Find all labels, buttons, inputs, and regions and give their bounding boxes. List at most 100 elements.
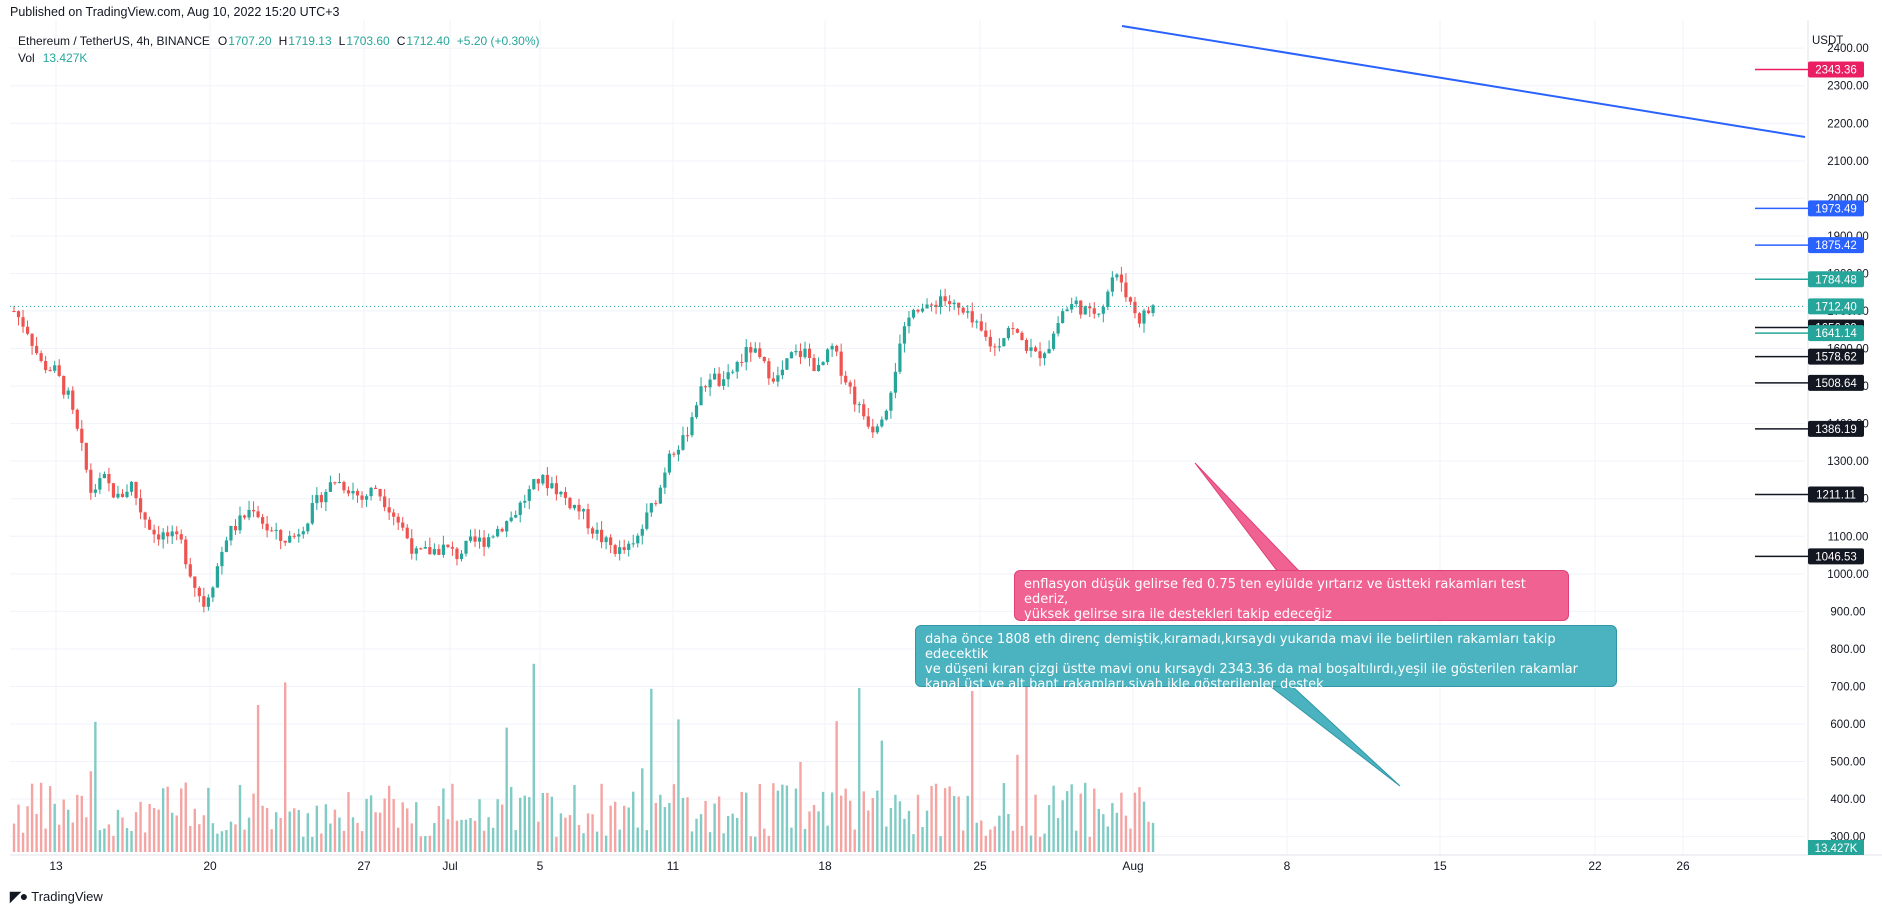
candle-body bbox=[392, 512, 396, 517]
volume-bar bbox=[966, 795, 969, 852]
candle-body bbox=[48, 370, 52, 372]
candle-body bbox=[1056, 323, 1060, 334]
candle-body bbox=[161, 532, 165, 540]
annotation-pink[interactable]: enflasyon düşük gelirse fed 0.75 ten eyl… bbox=[1014, 570, 1569, 622]
volume-bar bbox=[392, 799, 395, 852]
candle-body bbox=[550, 483, 554, 489]
candle-body bbox=[310, 503, 314, 524]
legend-volume-value: 13.427K bbox=[43, 51, 88, 65]
volume-bar bbox=[89, 771, 93, 852]
volume-bar bbox=[360, 831, 364, 852]
legend-ohlc-value: 1719.13 bbox=[288, 34, 332, 48]
volume-bar bbox=[690, 831, 694, 852]
volume-bar bbox=[532, 663, 535, 852]
x-tick-label: 26 bbox=[1676, 859, 1690, 873]
trend-line bbox=[1121, 25, 1806, 138]
volume-bar bbox=[952, 796, 956, 852]
candle-body bbox=[80, 428, 84, 443]
volume-bar bbox=[469, 818, 472, 852]
volume-bar bbox=[265, 807, 269, 852]
candle-body bbox=[559, 491, 563, 495]
volume-bar bbox=[433, 823, 436, 852]
legend-ohlc-label: L bbox=[339, 34, 346, 48]
candle-body bbox=[509, 517, 513, 522]
candle-body bbox=[496, 528, 500, 537]
candle-body bbox=[798, 350, 803, 358]
volume-bar bbox=[867, 810, 870, 852]
candle-body bbox=[1092, 308, 1096, 314]
volume-bar bbox=[1124, 815, 1128, 852]
annotation-teal[interactable]: daha önce 1808 eth direnç demiştik,kıram… bbox=[915, 625, 1617, 692]
price-tag-text: 1784.48 bbox=[1815, 274, 1857, 286]
candle-body bbox=[622, 547, 626, 550]
candle-body bbox=[952, 302, 956, 305]
volume-bar bbox=[677, 719, 680, 852]
volume-bar bbox=[686, 797, 689, 852]
candle-body bbox=[1074, 300, 1078, 305]
volume-bar bbox=[790, 827, 793, 852]
candle-body bbox=[355, 490, 360, 496]
candle-body bbox=[997, 346, 1001, 348]
volume-bar bbox=[306, 813, 309, 852]
volume-bar bbox=[998, 815, 1001, 852]
volume-bar bbox=[202, 815, 206, 852]
volume-bar bbox=[21, 832, 25, 852]
volume-bar bbox=[35, 813, 38, 852]
price-tag bbox=[1808, 237, 1864, 254]
volume-bar bbox=[595, 831, 599, 852]
volume-bar bbox=[781, 784, 784, 852]
volume-bar bbox=[103, 828, 106, 852]
candle-body bbox=[143, 512, 147, 520]
y-tick-label: 900.00 bbox=[1830, 606, 1865, 618]
candle-body bbox=[89, 469, 93, 493]
candle-body bbox=[324, 491, 328, 503]
published-info: Published on TradingView.com, Aug 10, 20… bbox=[10, 5, 340, 19]
legend-ohlc-value: 1703.60 bbox=[346, 34, 390, 48]
candle-body bbox=[694, 405, 699, 418]
volume-tag bbox=[1808, 840, 1864, 855]
candle-body bbox=[301, 531, 305, 535]
candle-body bbox=[771, 378, 775, 382]
x-tick-label: 20 bbox=[203, 859, 217, 873]
volume-bar bbox=[930, 786, 933, 852]
volume-bar bbox=[916, 794, 920, 852]
y-tick-label: 2300.00 bbox=[1827, 81, 1869, 93]
candle-body bbox=[16, 311, 21, 318]
volume-bars bbox=[12, 663, 1155, 852]
candle-body bbox=[929, 304, 934, 306]
price-tag bbox=[1808, 548, 1864, 565]
volume-bar bbox=[85, 817, 88, 852]
volume-bar bbox=[717, 796, 721, 852]
candle-body bbox=[600, 529, 604, 543]
footer: ◤● TradingView bbox=[10, 888, 103, 905]
candle-body bbox=[613, 545, 617, 554]
legend-ohlc-label: C bbox=[397, 34, 406, 48]
volume-bar bbox=[30, 783, 34, 852]
price-tag bbox=[1808, 420, 1864, 437]
volume-bar bbox=[672, 784, 676, 852]
volume-bar bbox=[821, 791, 825, 852]
candle-body bbox=[111, 483, 116, 498]
candle-body bbox=[1088, 306, 1092, 309]
candle-body bbox=[609, 537, 613, 546]
candle-body bbox=[1119, 274, 1123, 283]
volume-bar bbox=[193, 808, 196, 852]
x-tick-label: 25 bbox=[973, 859, 987, 873]
volume-bar bbox=[1075, 830, 1078, 852]
candle-body bbox=[206, 597, 210, 607]
candle-body bbox=[1142, 310, 1146, 324]
candle-body bbox=[803, 348, 807, 358]
candle-body bbox=[826, 349, 830, 363]
volume-bar bbox=[437, 805, 441, 852]
volume-bar bbox=[247, 817, 251, 852]
volume-bar bbox=[62, 799, 65, 852]
candle-body bbox=[939, 296, 943, 307]
candle-body bbox=[211, 587, 215, 598]
volume-bar bbox=[957, 796, 960, 852]
price-tag-text: 1712.40 bbox=[1815, 301, 1857, 313]
volume-bar bbox=[758, 784, 761, 852]
candle-body bbox=[1002, 338, 1006, 347]
candle-body bbox=[1065, 309, 1069, 312]
volume-bar bbox=[618, 829, 621, 852]
